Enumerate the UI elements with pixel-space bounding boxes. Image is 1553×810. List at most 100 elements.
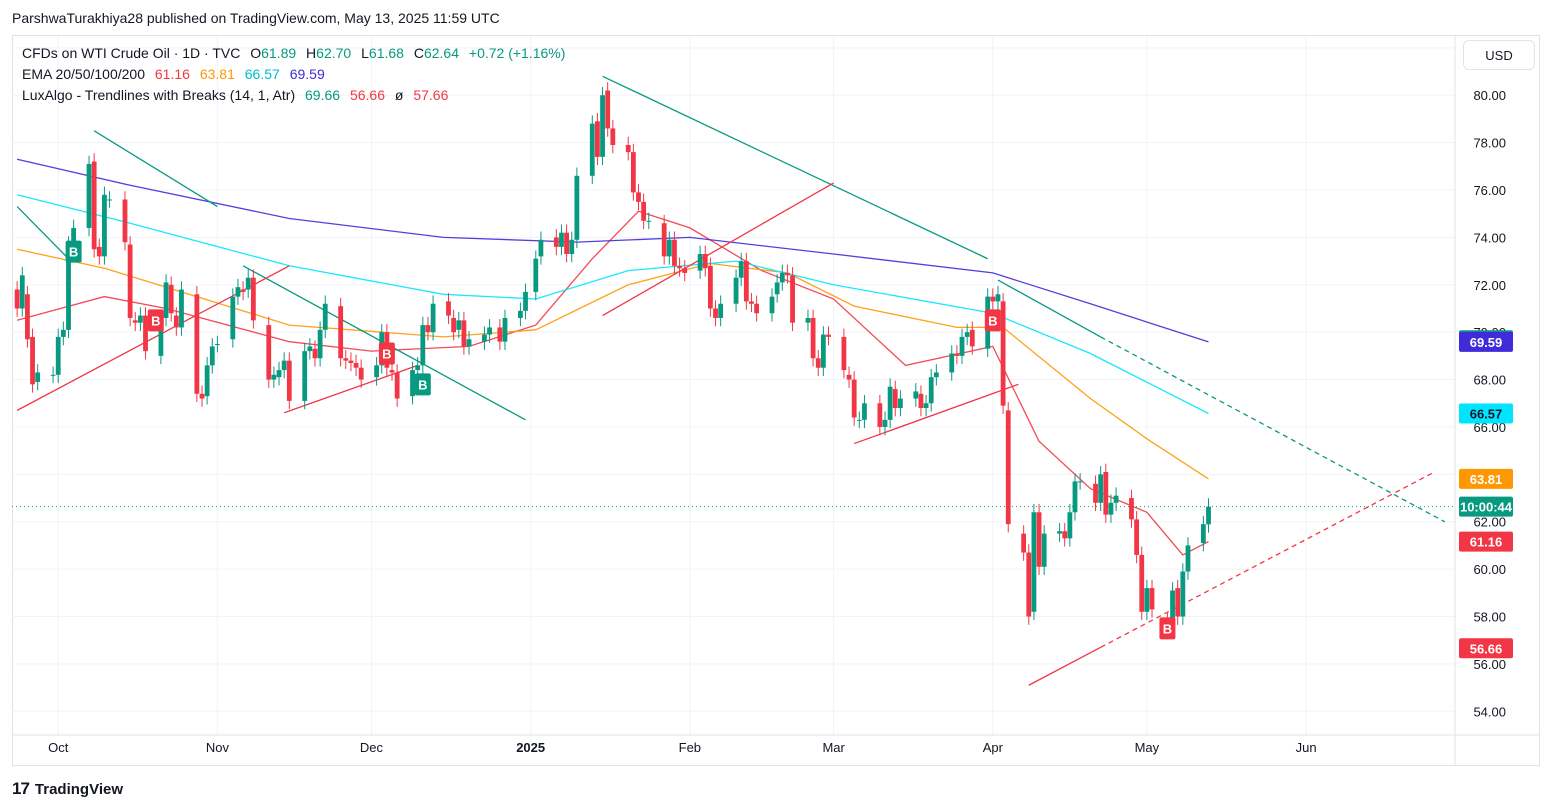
chart-frame[interactable]: [12, 35, 1540, 766]
candle-body: [517, 310, 523, 318]
x-tick-label: Jun: [1296, 740, 1317, 755]
candle-body: [199, 393, 205, 399]
candle-body: [738, 261, 744, 278]
price-axis-label: 10:00:44: [1460, 500, 1513, 515]
footer-brand[interactable]: 17 TradingView: [12, 779, 123, 799]
y-tick-label: 78.00: [1473, 136, 1506, 151]
y-tick-label: 60.00: [1473, 562, 1506, 577]
x-tick-label: Dec: [360, 740, 384, 755]
candle-body: [66, 244, 71, 330]
y-tick-label: 68.00: [1473, 373, 1506, 388]
candle-body: [892, 389, 898, 409]
candle-body: [127, 244, 133, 318]
candle-body: [707, 265, 713, 309]
y-tick-label: 80.00: [1473, 88, 1506, 103]
close-value: 62.64: [423, 45, 460, 61]
candle-body: [1093, 483, 1098, 503]
candle-body: [50, 374, 56, 376]
candle-body: [410, 370, 415, 397]
candle-body: [143, 315, 148, 352]
candle-body: [374, 365, 380, 378]
candle-body: [538, 239, 544, 257]
candle-body: [1036, 512, 1042, 567]
y-tick-label: 72.00: [1473, 278, 1506, 293]
candle-body: [646, 220, 652, 222]
breakout-marker: [1159, 617, 1176, 640]
candle-body: [348, 360, 354, 363]
luxalgo-upper-value: 69.66: [305, 87, 341, 103]
footer-brand-text: TradingView: [34, 780, 124, 798]
candle-body: [209, 346, 215, 366]
luxalgo-lower-value: 56.66: [349, 87, 385, 103]
y-tick-label: 56.00: [1473, 657, 1506, 672]
breakout-marker: [984, 309, 1001, 332]
candle-body: [897, 398, 903, 409]
ema-title: EMA 20/50/100/200: [22, 66, 145, 82]
candle-body: [271, 374, 277, 380]
candle-body: [810, 317, 816, 359]
candle-body: [661, 223, 667, 257]
candle-body: [1103, 471, 1109, 515]
candle-body: [790, 275, 795, 323]
candle-body: [1113, 495, 1119, 503]
candle-body: [14, 289, 20, 309]
ema20-value: 61.16: [154, 66, 190, 82]
candle-body: [713, 308, 718, 318]
candle-body: [322, 303, 328, 330]
publish-line: ParshwaTurakhiya28 published on TradingV…: [12, 10, 500, 26]
candle-body: [1062, 531, 1068, 539]
candle-body: [533, 258, 539, 292]
y-tick-label: 66.00: [1473, 420, 1506, 435]
candle-body: [995, 294, 1001, 302]
ema-line-ema50: [16, 248, 1209, 480]
price-axis-label-box: [1459, 531, 1513, 552]
trendline: [997, 279, 1101, 338]
candle-body: [785, 272, 790, 276]
change-value: +0.72 (+1.16%): [468, 45, 566, 61]
candle-body: [605, 90, 611, 129]
candle-body: [353, 362, 359, 368]
breakout-marker: [414, 373, 431, 396]
candle-body: [179, 289, 184, 328]
legend-symbol-row: CFDs on WTI Crude Oil · 1D · TVC O61.89 …: [22, 45, 571, 61]
candle-body: [877, 403, 883, 427]
candle-body: [677, 265, 682, 269]
symbol-title: CFDs on WTI Crude Oil · 1D · TVC: [22, 45, 241, 61]
candle-body: [430, 303, 436, 333]
candle-body: [502, 317, 508, 342]
breakout-marker-label: B: [151, 313, 160, 328]
low-label: L: [361, 45, 369, 61]
candle-body: [230, 296, 236, 340]
x-tick-label: Nov: [206, 740, 230, 755]
x-tick-label: Oct: [48, 740, 69, 755]
price-axis-label: 66.57: [1470, 406, 1503, 421]
low-value: 61.68: [368, 45, 404, 61]
candle-body: [235, 287, 241, 297]
candle-body: [1057, 531, 1062, 534]
candle-body: [928, 377, 934, 404]
tradingview-logo-icon: 17: [12, 779, 30, 798]
candle-body: [1005, 410, 1011, 525]
candle-body: [856, 419, 862, 421]
candle-body: [1021, 533, 1027, 553]
candle-body: [35, 372, 41, 382]
y-tick-label: 74.00: [1473, 230, 1506, 245]
price-axis-label: 56.66: [1470, 641, 1503, 656]
candle-body: [820, 334, 826, 368]
legend-luxalgo-row: LuxAlgo - Trendlines with Breaks (14, 1,…: [22, 87, 454, 103]
price-axis-label-box: [1459, 638, 1513, 659]
breakout-marker: [147, 309, 164, 332]
candle-body: [1077, 481, 1083, 483]
candle-body: [743, 261, 749, 302]
candle-body: [420, 325, 426, 366]
candle-body: [718, 303, 724, 318]
candle-body: [887, 386, 893, 420]
currency-button[interactable]: USD: [1463, 40, 1535, 70]
candle-body: [194, 294, 200, 394]
candle-body: [1098, 474, 1104, 503]
candle-body: [317, 329, 323, 359]
candle-body: [343, 358, 349, 361]
candle-body: [559, 232, 564, 247]
candle-body: [1026, 552, 1032, 617]
